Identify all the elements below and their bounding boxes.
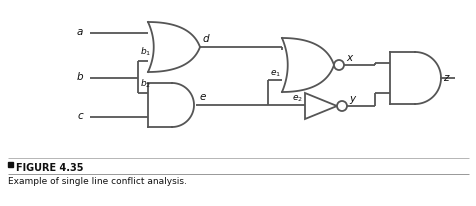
- Circle shape: [333, 60, 343, 70]
- Text: FIGURE 4.35: FIGURE 4.35: [16, 163, 83, 173]
- Text: $e_2$: $e_2$: [291, 94, 302, 104]
- Text: $e_1$: $e_1$: [269, 69, 280, 79]
- Text: e: e: [199, 92, 206, 102]
- Text: a: a: [77, 27, 83, 37]
- Text: Example of single line conflict analysis.: Example of single line conflict analysis…: [8, 177, 187, 186]
- Text: y: y: [348, 94, 354, 104]
- Text: c: c: [77, 111, 83, 121]
- Text: b: b: [76, 72, 83, 82]
- Text: z: z: [442, 73, 447, 83]
- Text: $b_2$: $b_2$: [140, 77, 151, 90]
- Circle shape: [336, 101, 346, 111]
- Text: d: d: [203, 34, 209, 44]
- Text: $b_1$: $b_1$: [140, 46, 151, 58]
- Text: x: x: [345, 53, 351, 63]
- Bar: [8, 162, 13, 167]
